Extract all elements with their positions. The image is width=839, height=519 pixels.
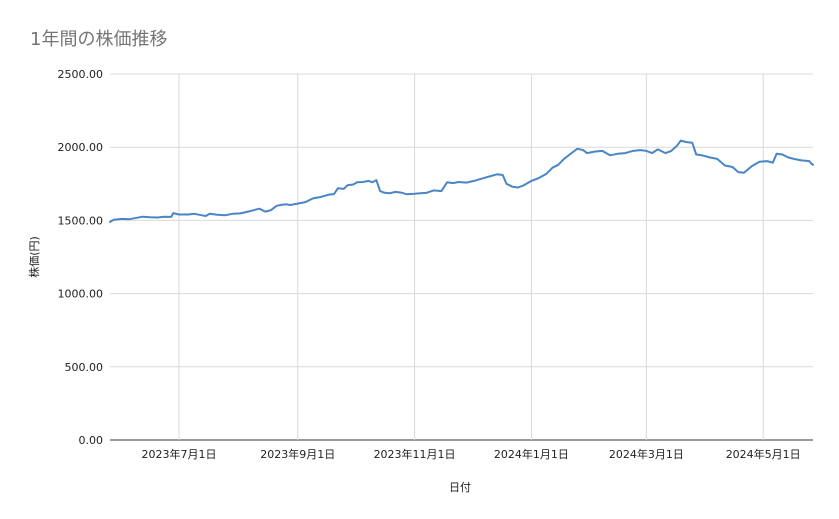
- y-tick-label: 2500.00: [58, 68, 104, 81]
- y-tick-label: 500.00: [65, 361, 104, 374]
- x-tick-label: 2023年7月1日: [141, 447, 216, 461]
- y-tick-label: 0.00: [79, 434, 104, 447]
- x-tick-label: 2023年9月1日: [260, 447, 335, 461]
- x-tick-label: 2024年5月1日: [726, 447, 801, 461]
- x-tick-label: 2024年3月1日: [609, 447, 684, 461]
- y-axis-label: 株価(円): [27, 236, 41, 278]
- y-tick-label: 1000.00: [58, 288, 104, 301]
- price-series-line: [109, 139, 814, 223]
- y-tick-label: 1500.00: [58, 214, 104, 227]
- chart-title: 1年間の株価推移: [30, 29, 167, 50]
- y-tick-label: 2000.00: [58, 141, 104, 154]
- x-axis-label: 日付: [449, 481, 471, 494]
- x-tick-label: 2024年1月1日: [494, 447, 569, 461]
- x-tick-label: 2023年11月1日: [374, 447, 456, 461]
